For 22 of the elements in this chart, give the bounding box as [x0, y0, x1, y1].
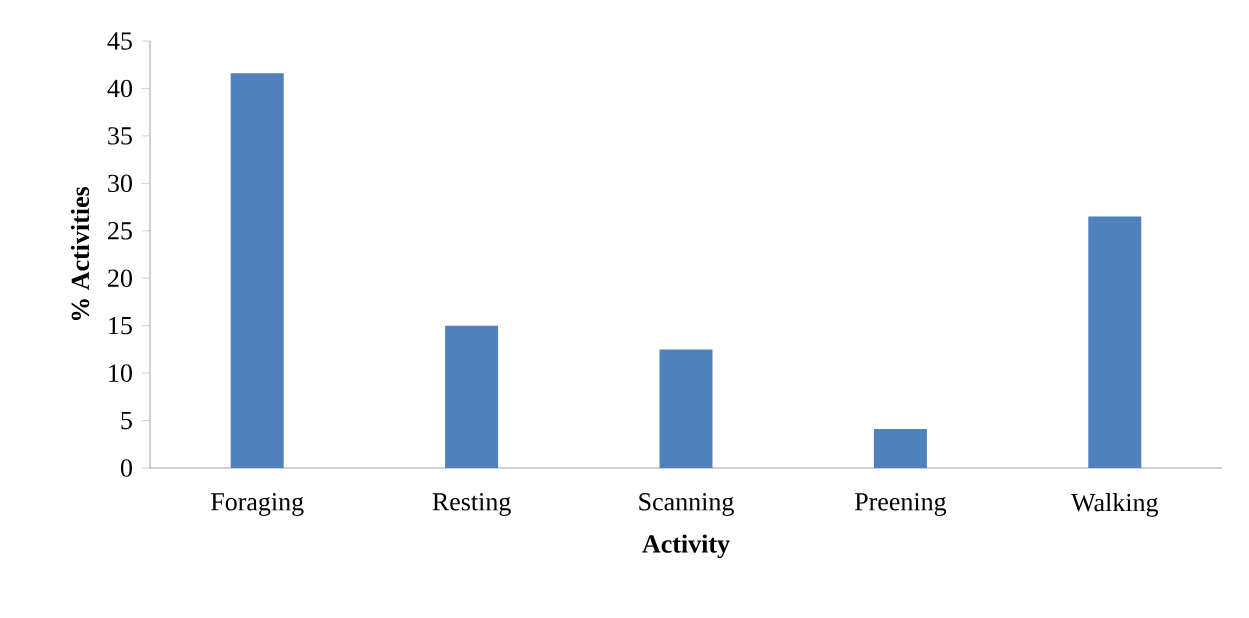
y-tick-label: 25 [108, 222, 132, 240]
y-tick-label: 30 [108, 174, 132, 193]
y-tick-label: 15 [109, 316, 132, 335]
bar [230, 73, 284, 468]
y-tick-label: 40 [107, 79, 132, 98]
bar [445, 325, 499, 468]
bar [1088, 216, 1142, 468]
y-tick-label: 10 [109, 364, 132, 382]
x-tick-label: Walking [1071, 493, 1159, 517]
y-tick-label: 35 [108, 127, 132, 145]
x-axis-title: Activity [642, 534, 730, 559]
x-tick-label: Preening [854, 493, 947, 516]
y-tick-label: 20 [108, 269, 132, 287]
y-tick-label: 45 [107, 32, 132, 50]
bar [873, 429, 927, 468]
y-axis-title: % Activities [70, 186, 90, 321]
x-tick-label: Resting [432, 493, 511, 516]
bar [659, 349, 713, 468]
x-tick-label: Foraging [211, 493, 304, 516]
y-tick-label: 5 [121, 411, 132, 430]
y-tick-label: 0 [120, 459, 132, 477]
x-tick-label: Scanning [639, 493, 734, 516]
